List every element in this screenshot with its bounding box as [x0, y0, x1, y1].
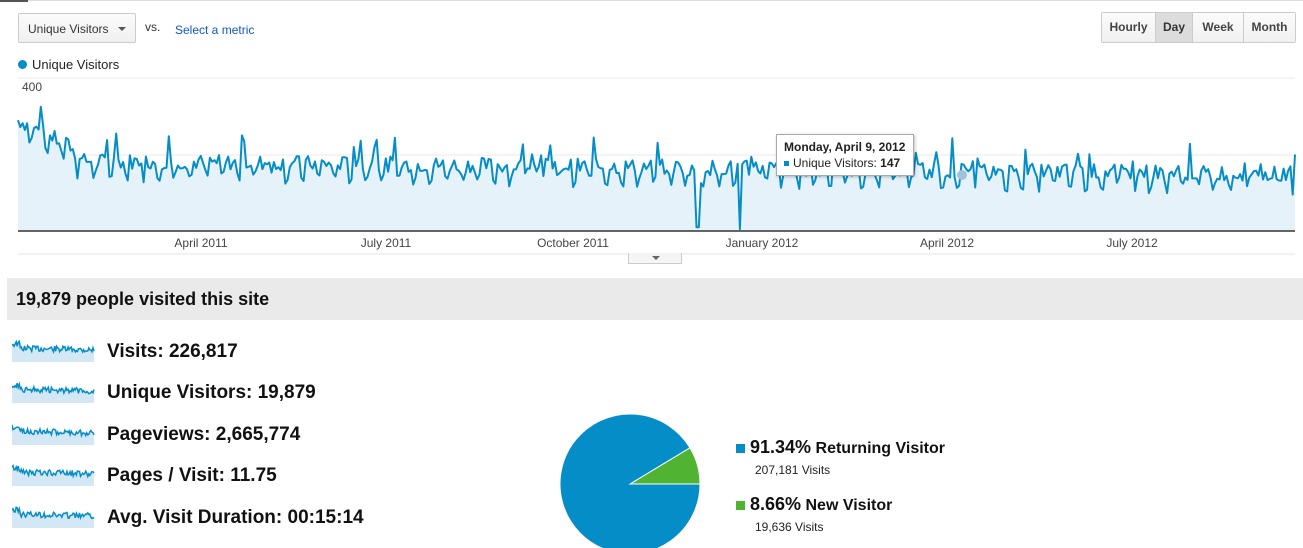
visitor-type-pie-chart[interactable] — [555, 408, 705, 548]
visitors-chart[interactable]: 400 200 April 2011 July 2011 October 201… — [0, 75, 1303, 255]
new-label: New Visitor — [805, 497, 893, 514]
period-day-button[interactable]: Day — [1156, 13, 1193, 42]
chevron-down-icon — [118, 27, 126, 31]
chart-expand-toggle[interactable] — [628, 253, 682, 264]
tooltip-value-row: Unique Visitors: 147 — [784, 156, 906, 170]
metric-avg-visit-duration-label: Avg. Visit Duration: 00:15:14 — [107, 507, 364, 528]
metric-unique-visitors-label: Unique Visitors: 19,879 — [107, 382, 316, 403]
series-dot-icon — [18, 60, 27, 69]
period-hourly-button[interactable]: Hourly — [1102, 13, 1156, 42]
sparkline-icon[interactable] — [12, 506, 95, 530]
returning-visits: 207,181 Visits — [755, 463, 831, 477]
select-metric-link[interactable]: Select a metric — [175, 23, 255, 37]
series-line — [17, 105, 1296, 231]
series-square-icon — [784, 161, 789, 166]
legend-swatch-icon — [736, 501, 745, 510]
pie-legend-returning: 91.34% Returning Visitor 207,181 Visits — [736, 437, 945, 477]
returning-percent: 91.34% — [750, 437, 812, 457]
tooltip-date: Monday, April 9, 2012 — [784, 140, 906, 154]
sparkline-icon[interactable] — [12, 381, 95, 405]
new-percent: 8.66% — [750, 494, 802, 514]
summary-headline: 19,879 people visited this site — [16, 289, 270, 309]
metric-pageviews-label: Pageviews: 2,665,774 — [107, 424, 301, 445]
pie-slice-returning-visitor[interactable] — [559, 413, 701, 548]
sparkline-area — [12, 424, 94, 445]
y-tick-label: 400 — [22, 80, 42, 94]
sparkline-area — [12, 383, 94, 403]
vs-label: vs. — [145, 20, 161, 34]
x-tick-label: April 2011 — [174, 236, 227, 250]
chart-legend: Unique Visitors — [18, 57, 119, 72]
x-tick-label: October 2011 — [537, 236, 609, 250]
sparkline-line — [12, 464, 95, 479]
top-divider — [0, 0, 1303, 1]
sparkline-line — [12, 506, 95, 521]
pie-legend-new: 8.66% New Visitor 19,636 Visits — [736, 494, 892, 534]
period-week-button[interactable]: Week — [1193, 13, 1244, 42]
returning-label: Returning Visitor — [815, 440, 946, 457]
tooltip-value: 147 — [880, 156, 901, 170]
sparkline-line — [12, 381, 95, 396]
x-tick-label: April 2012 — [920, 236, 974, 250]
legend-swatch-icon — [736, 444, 745, 453]
new-visits: 19,636 Visits — [755, 520, 824, 534]
sparkline-area — [12, 507, 94, 528]
x-tick-label: July 2011 — [361, 236, 412, 250]
period-month-button[interactable]: Month — [1244, 13, 1295, 42]
metric-visits-label: Visits: 226,817 — [107, 341, 238, 362]
chart-tooltip: Monday, April 9, 2012 Unique Visitors: 1… — [776, 134, 914, 176]
primary-metric-label: Unique Visitors — [28, 22, 109, 36]
summary-header: 19,879 people visited this site — [7, 278, 1303, 320]
sparkline-icon[interactable] — [12, 423, 95, 447]
top-accent — [0, 0, 28, 2]
tooltip-series-label: Unique Visitors: — [793, 156, 877, 170]
primary-metric-dropdown[interactable]: Unique Visitors — [18, 13, 136, 43]
x-tick-label: July 2012 — [1106, 236, 1158, 250]
sparkline-icon[interactable] — [12, 340, 95, 364]
legend-series-label: Unique Visitors — [32, 57, 120, 72]
hover-point[interactable] — [957, 170, 967, 180]
chevron-down-icon — [652, 256, 660, 260]
metric-pages-per-visit-label: Pages / Visit: 11.75 — [107, 465, 277, 486]
sparkline-line — [12, 340, 95, 354]
sparkline-icon[interactable] — [12, 464, 95, 488]
sparkline-line — [12, 424, 95, 439]
period-selector: Hourly Day Week Month — [1101, 12, 1296, 43]
x-tick-label: January 2012 — [726, 236, 799, 250]
